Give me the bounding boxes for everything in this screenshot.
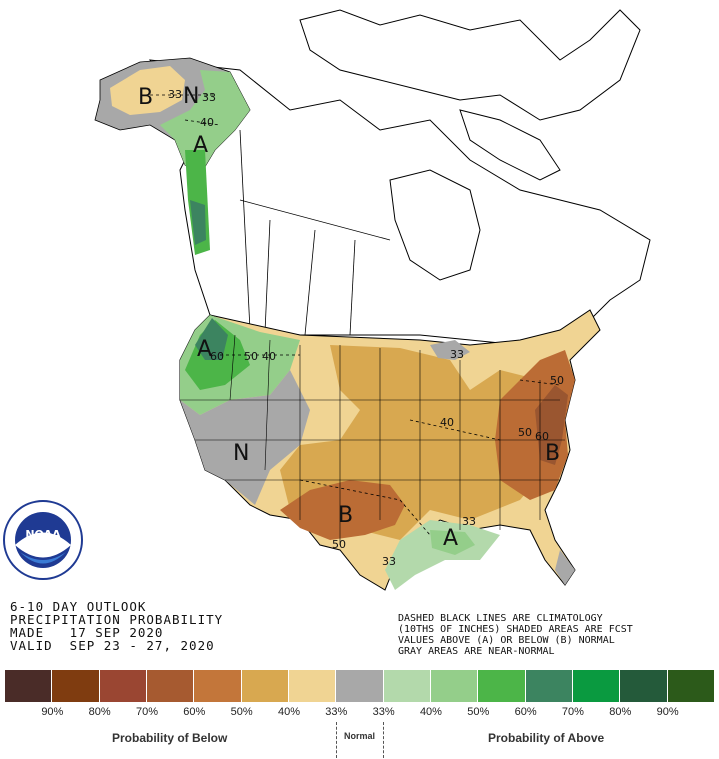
nw-above-60 [195, 318, 228, 360]
label-nw-40: 40 [262, 350, 276, 363]
legend-tick: 60% [514, 706, 537, 718]
legend-tick: 60% [183, 706, 206, 718]
legend-tick: 90% [41, 706, 64, 718]
gulf-above [385, 520, 500, 590]
label-alaska-33b: 33 [202, 91, 216, 104]
hudson-bay [389, 169, 481, 281]
label-east-60: 60 [535, 430, 549, 443]
legend-swatch [430, 670, 479, 702]
label-alaska-33a: 33 [168, 88, 182, 101]
notes-line-1: DASHED BLACK LINES ARE CLIMATOLOGY [398, 613, 603, 624]
province-lines [239, 129, 391, 336]
label-alaska-b: B [138, 85, 153, 110]
label-nw-60: 60 [210, 350, 224, 363]
climatology-lines [150, 94, 561, 536]
legend-tick: 40% [277, 706, 300, 718]
legend-tick: 50% [467, 706, 490, 718]
legend-swatch [146, 670, 195, 702]
legend-swatch [288, 670, 337, 702]
legend-normal-title: Normal [344, 731, 376, 741]
label-sw-33: 33 [382, 555, 396, 568]
label-sw-50: 50 [332, 538, 346, 551]
legend-tick: 50% [230, 706, 253, 718]
label-alaska-a: A [193, 133, 208, 158]
outlook-map: B N A 33 33 40 A 60 50 40 N B 50 33 A 33… [3, 9, 651, 591]
label-sw-b: B [338, 503, 353, 528]
alaska-below-33 [110, 66, 185, 115]
legend-tick: 33% [372, 706, 395, 718]
label-east-50a: 50 [550, 374, 564, 387]
legend-swatch [99, 670, 147, 702]
legend-swatch [336, 670, 384, 702]
outlook-subtitle: PRECIPITATION PROBABILITY [10, 612, 224, 627]
label-gulf-33: 33 [462, 515, 476, 528]
baffin-island [459, 109, 561, 181]
label-east-50b: 50 [518, 426, 532, 439]
noaa-logo-text: NOAA [25, 528, 61, 541]
legend-swatch [5, 670, 53, 702]
florida-normal [555, 550, 575, 585]
legend-tick: 33% [325, 706, 348, 718]
notes-line-3: VALUES ABOVE (A) OR BELOW (B) NORMAL [398, 635, 615, 646]
outlook-title: 6-10 DAY OUTLOOK [10, 599, 147, 614]
alaska-above-60 [190, 200, 206, 245]
label-gulf-a: A [443, 526, 458, 551]
legend-swatch [667, 670, 715, 702]
legend-above-title: Probability of Above [488, 731, 605, 745]
notes-line-4: GRAY AREAS ARE NEAR-NORMAL [398, 646, 555, 657]
outlook-valid: VALID SEP 23 - 27, 2020 [10, 638, 215, 653]
legend-swatch [194, 670, 242, 702]
legend-swatch [383, 670, 431, 702]
legend-swatch [52, 670, 100, 702]
arctic-islands [299, 9, 641, 121]
legend-tick: 70% [135, 706, 158, 718]
map-notes: DASHED BLACK LINES ARE CLIMATOLOGY (10THS… [398, 613, 633, 657]
notes-line-2: (10THS OF INCHES) SHADED AREAS ARE FCST [398, 624, 633, 635]
legend-tick: 80% [88, 706, 111, 718]
outlook-made: MADE 17 SEP 2020 [10, 625, 164, 640]
legend-tick: 70% [561, 706, 584, 718]
legend-tick: 40% [419, 706, 442, 718]
label-east-b: B [545, 441, 560, 466]
label-west-n: N [233, 441, 249, 466]
legend-tick: 80% [609, 706, 632, 718]
legend-swatch [525, 670, 573, 702]
legend-ticks: 90% 80% 70% 60% 50% 40% 33% 33% 40% 50% 60% 70% 80% 9… [5, 706, 715, 718]
sw-below-50 [280, 480, 405, 540]
west-normal [180, 370, 310, 505]
label-gl-33: 33 [450, 348, 464, 361]
label-alaska-40: 40 [200, 116, 214, 129]
gulf-above-40 [430, 530, 475, 555]
normal-divider-right [383, 722, 384, 758]
color-legend [5, 670, 715, 705]
label-nw-a: A [197, 337, 212, 362]
label-mw-40: 40 [440, 416, 454, 429]
legend-swatch [620, 670, 668, 702]
legend-below-title: Probability of Below [112, 731, 228, 745]
east-below-60 [535, 385, 568, 465]
legend-swatch [478, 670, 526, 702]
noaa-logo: NOAA [3, 500, 83, 580]
outlook-info: 6-10 DAY OUTLOOK PRECIPITATION PROBABILIT… [10, 600, 223, 652]
label-nw-50: 50 [244, 350, 258, 363]
state-lines [180, 334, 565, 545]
legend-swatch [241, 670, 289, 702]
legend-tick: 90% [656, 706, 679, 718]
label-alaska-n: N [183, 84, 199, 109]
greatlakes-normal [430, 340, 470, 360]
normal-divider-left [336, 722, 337, 758]
legend-swatch [572, 670, 621, 702]
